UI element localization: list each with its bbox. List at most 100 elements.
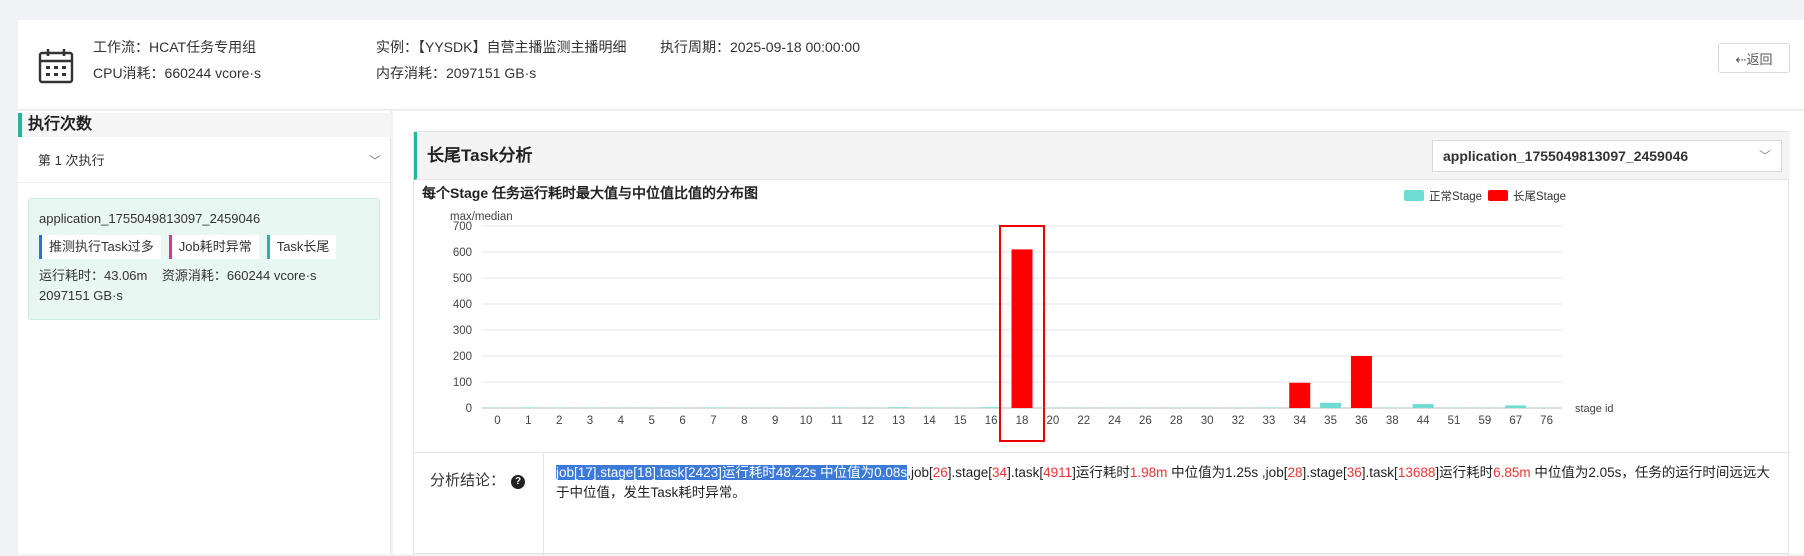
execution-count-title: 执行次数 bbox=[18, 113, 391, 137]
x-tick-label: 9 bbox=[772, 415, 778, 427]
x-tick-label: 22 bbox=[1077, 415, 1090, 427]
chevron-down-icon: ﹀ bbox=[369, 139, 381, 183]
x-tick-label: 24 bbox=[1108, 415, 1121, 427]
conclusion-label-text: 分析结论： bbox=[430, 472, 505, 489]
x-tick-label: 20 bbox=[1046, 415, 1059, 427]
conclusion-red: 4911 bbox=[1043, 465, 1072, 480]
x-axis-label: stage id bbox=[1575, 403, 1614, 415]
x-tick-label: 0 bbox=[494, 415, 500, 427]
stage-ratio-chart: 每个Stage 任务运行耗时最大值与中位值比值的分布图max/median010… bbox=[414, 180, 1790, 450]
workflow-text: 工作流：HCAT任务专用组 bbox=[93, 34, 256, 60]
y-tick-label: 600 bbox=[453, 247, 472, 259]
x-tick-label: 6 bbox=[679, 415, 685, 427]
y-tick-label: 700 bbox=[453, 221, 472, 233]
period-text: 执行周期：2025-09-18 00:00:00 bbox=[660, 34, 860, 60]
main-content: 长尾Task分析 application_1755049813097_24590… bbox=[393, 111, 1804, 554]
conclusion-red: 28 bbox=[1287, 465, 1302, 480]
instance-text: 实例：【YYSDK】自营主播监测主播明细 bbox=[376, 34, 626, 60]
back-button[interactable]: ⇠返回 bbox=[1718, 43, 1790, 73]
bar bbox=[1505, 405, 1526, 408]
question-circle-icon[interactable]: ? bbox=[511, 475, 525, 489]
conclusion-seg: 中位值为1.25s ,job[ bbox=[1167, 465, 1287, 480]
x-tick-label: 2 bbox=[556, 415, 562, 427]
x-tick-label: 11 bbox=[831, 415, 843, 427]
x-tick-label: 3 bbox=[587, 415, 593, 427]
conclusion-red: 34 bbox=[992, 465, 1007, 480]
bar bbox=[919, 407, 940, 408]
x-tick-label: 67 bbox=[1509, 415, 1522, 427]
y-tick-label: 200 bbox=[453, 351, 472, 363]
execution-select[interactable]: 第 1 次执行 ﹀ bbox=[18, 139, 391, 183]
conclusion-seg: ].stage[ bbox=[1302, 465, 1346, 480]
runtime-resource-line: 运行耗时：43.06m 资源消耗：660244 vcore·s bbox=[39, 265, 369, 287]
x-tick-label: 32 bbox=[1232, 415, 1245, 427]
execution-select-value: 第 1 次执行 bbox=[38, 153, 104, 168]
x-tick-label: 36 bbox=[1355, 415, 1368, 427]
chart-title: 每个Stage 任务运行耗时最大值与中位值比值的分布图 bbox=[422, 185, 758, 201]
conclusion-red: 1.98m bbox=[1130, 465, 1168, 480]
longtail-panel: 长尾Task分析 application_1755049813097_24590… bbox=[413, 131, 1789, 554]
x-tick-label: 5 bbox=[649, 415, 655, 427]
application-card[interactable]: application_1755049813097_2459046 推测执行Ta… bbox=[28, 198, 380, 320]
y-tick-label: 0 bbox=[466, 403, 472, 415]
x-tick-label: 35 bbox=[1324, 415, 1337, 427]
x-tick-label: 16 bbox=[985, 415, 998, 427]
conclusion-red: 26 bbox=[933, 465, 948, 480]
x-tick-label: 44 bbox=[1417, 415, 1430, 427]
x-tick-label: 4 bbox=[618, 415, 625, 427]
calendar-icon bbox=[38, 48, 74, 84]
header-bar: 工作流：HCAT任务专用组 CPU消耗：660244 vcore·s 实例：【Y… bbox=[18, 20, 1804, 110]
bar bbox=[1289, 383, 1310, 408]
x-tick-label: 38 bbox=[1386, 415, 1399, 427]
y-tick-label: 400 bbox=[453, 299, 472, 311]
bar bbox=[518, 407, 539, 408]
x-tick-label: 26 bbox=[1139, 415, 1152, 427]
x-tick-label: 34 bbox=[1293, 415, 1306, 427]
top-strip bbox=[0, 0, 1804, 20]
x-tick-label: 51 bbox=[1448, 415, 1461, 427]
conclusion-seg: ].stage[ bbox=[948, 465, 992, 480]
x-tick-label: 15 bbox=[954, 415, 967, 427]
x-tick-label: 30 bbox=[1201, 415, 1214, 427]
conclusion-red: 36 bbox=[1347, 465, 1362, 480]
x-tick-label: 8 bbox=[741, 415, 747, 427]
bar bbox=[703, 407, 724, 408]
conclusion-text: job[17].stage[18].task[2423]运行耗时48.22s 中… bbox=[556, 463, 1781, 503]
y-tick-label: 300 bbox=[453, 325, 472, 337]
tag-job-abnormal: Job耗时异常 bbox=[169, 235, 259, 259]
bar bbox=[1012, 249, 1033, 408]
bar bbox=[981, 407, 1002, 408]
x-tick-label: 13 bbox=[892, 415, 905, 427]
x-tick-label: 1 bbox=[525, 415, 531, 427]
memory-text: 内存消耗：2097151 GB·s bbox=[376, 60, 536, 86]
x-tick-label: 59 bbox=[1478, 415, 1491, 427]
application-select-value: application_1755049813097_2459046 bbox=[1443, 148, 1688, 164]
chevron-down-icon: ﹀ bbox=[1759, 141, 1771, 171]
conclusion-seg: ]运行耗时 bbox=[1072, 465, 1130, 480]
x-tick-label: 14 bbox=[923, 415, 936, 427]
tag-task-longtail: Task长尾 bbox=[267, 235, 337, 259]
panel-header: 长尾Task分析 application_1755049813097_24590… bbox=[414, 132, 1790, 180]
conclusion-seg: ].task[ bbox=[1007, 465, 1043, 480]
x-tick-label: 12 bbox=[861, 415, 874, 427]
x-tick-label: 28 bbox=[1170, 415, 1183, 427]
conclusion-label: 分析结论：? bbox=[414, 453, 544, 556]
y-tick-label: 100 bbox=[453, 377, 472, 389]
bar bbox=[1351, 356, 1372, 408]
x-tick-label: 33 bbox=[1262, 415, 1275, 427]
tag-list: 推测执行Task过多 Job耗时异常 Task长尾 bbox=[39, 235, 369, 259]
conclusion-red: 13688 bbox=[1398, 465, 1436, 480]
application-id: application_1755049813097_2459046 bbox=[39, 209, 369, 229]
conclusion-red: 6.85m bbox=[1493, 465, 1531, 480]
legend-swatch bbox=[1404, 190, 1424, 201]
application-select[interactable]: application_1755049813097_2459046 ﹀ bbox=[1432, 140, 1782, 172]
tag-speculative: 推测执行Task过多 bbox=[39, 235, 161, 259]
conclusion-seg: ]运行耗时 bbox=[1435, 465, 1493, 480]
resource-text-2: 2097151 GB·s bbox=[39, 287, 369, 305]
execution-sidebar: 执行次数 第 1 次执行 ﹀ application_1755049813097… bbox=[18, 111, 391, 554]
conclusion-highlight: job[17].stage[18].task[2423]运行耗时48.22s 中… bbox=[556, 465, 907, 480]
legend-swatch bbox=[1488, 190, 1508, 201]
bar bbox=[888, 407, 909, 408]
bar bbox=[826, 407, 847, 408]
